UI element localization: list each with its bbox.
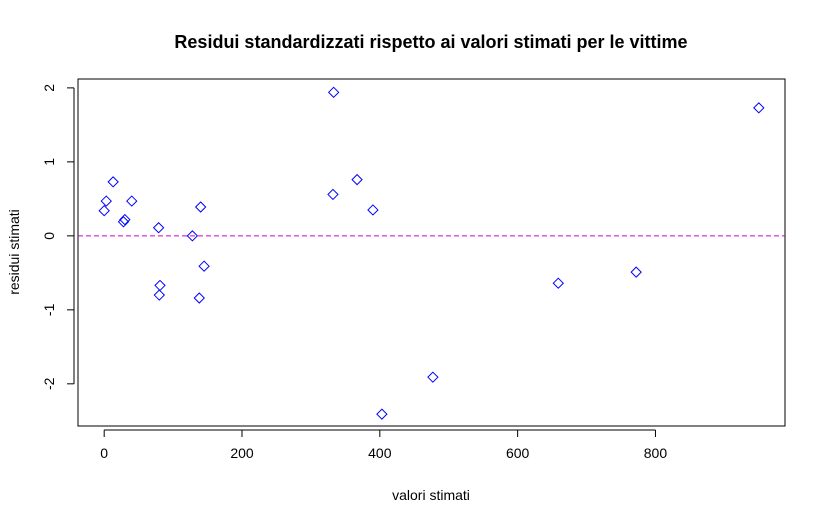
y-tick-label: -2 (41, 377, 57, 390)
x-tick-label: 400 (368, 445, 392, 461)
data-point (327, 188, 339, 201)
data-point (367, 204, 379, 216)
chart-title: Residui standardizzati rispetto ai valor… (174, 32, 687, 52)
data-point (552, 277, 564, 289)
data-point (186, 230, 199, 242)
data-point (193, 292, 205, 304)
data-point (327, 86, 340, 99)
x-tick-label: 600 (506, 445, 530, 461)
y-tick-label: 2 (41, 84, 57, 92)
data-point (119, 213, 131, 226)
data-point (98, 204, 110, 217)
y-tick-label: 0 (41, 232, 57, 240)
y-tick-label: -1 (41, 303, 57, 316)
data-point (630, 266, 642, 278)
data-point (194, 201, 207, 213)
x-tick-label: 200 (230, 445, 254, 461)
plot-frame (77, 78, 786, 427)
data-point (107, 176, 119, 188)
data-point (753, 102, 765, 114)
data-point (351, 173, 363, 186)
data-point (198, 260, 210, 272)
x-tick-label: 800 (644, 445, 668, 461)
x-tick-label: 0 (100, 445, 108, 461)
x-axis-label: valori stimati (392, 487, 470, 503)
x-axis: 0 200 400 600 800 (100, 429, 668, 461)
data-point (126, 195, 138, 207)
points-layer (98, 86, 765, 420)
data-point (100, 195, 112, 207)
data-point (154, 279, 166, 292)
y-axis-label: residui stimati (6, 209, 22, 295)
y-axis: -2 -1 0 1 2 (41, 84, 75, 390)
data-point (427, 371, 439, 383)
y-tick-label: 1 (41, 158, 57, 166)
data-point (153, 289, 166, 301)
data-point (152, 222, 165, 234)
data-point (376, 408, 388, 420)
